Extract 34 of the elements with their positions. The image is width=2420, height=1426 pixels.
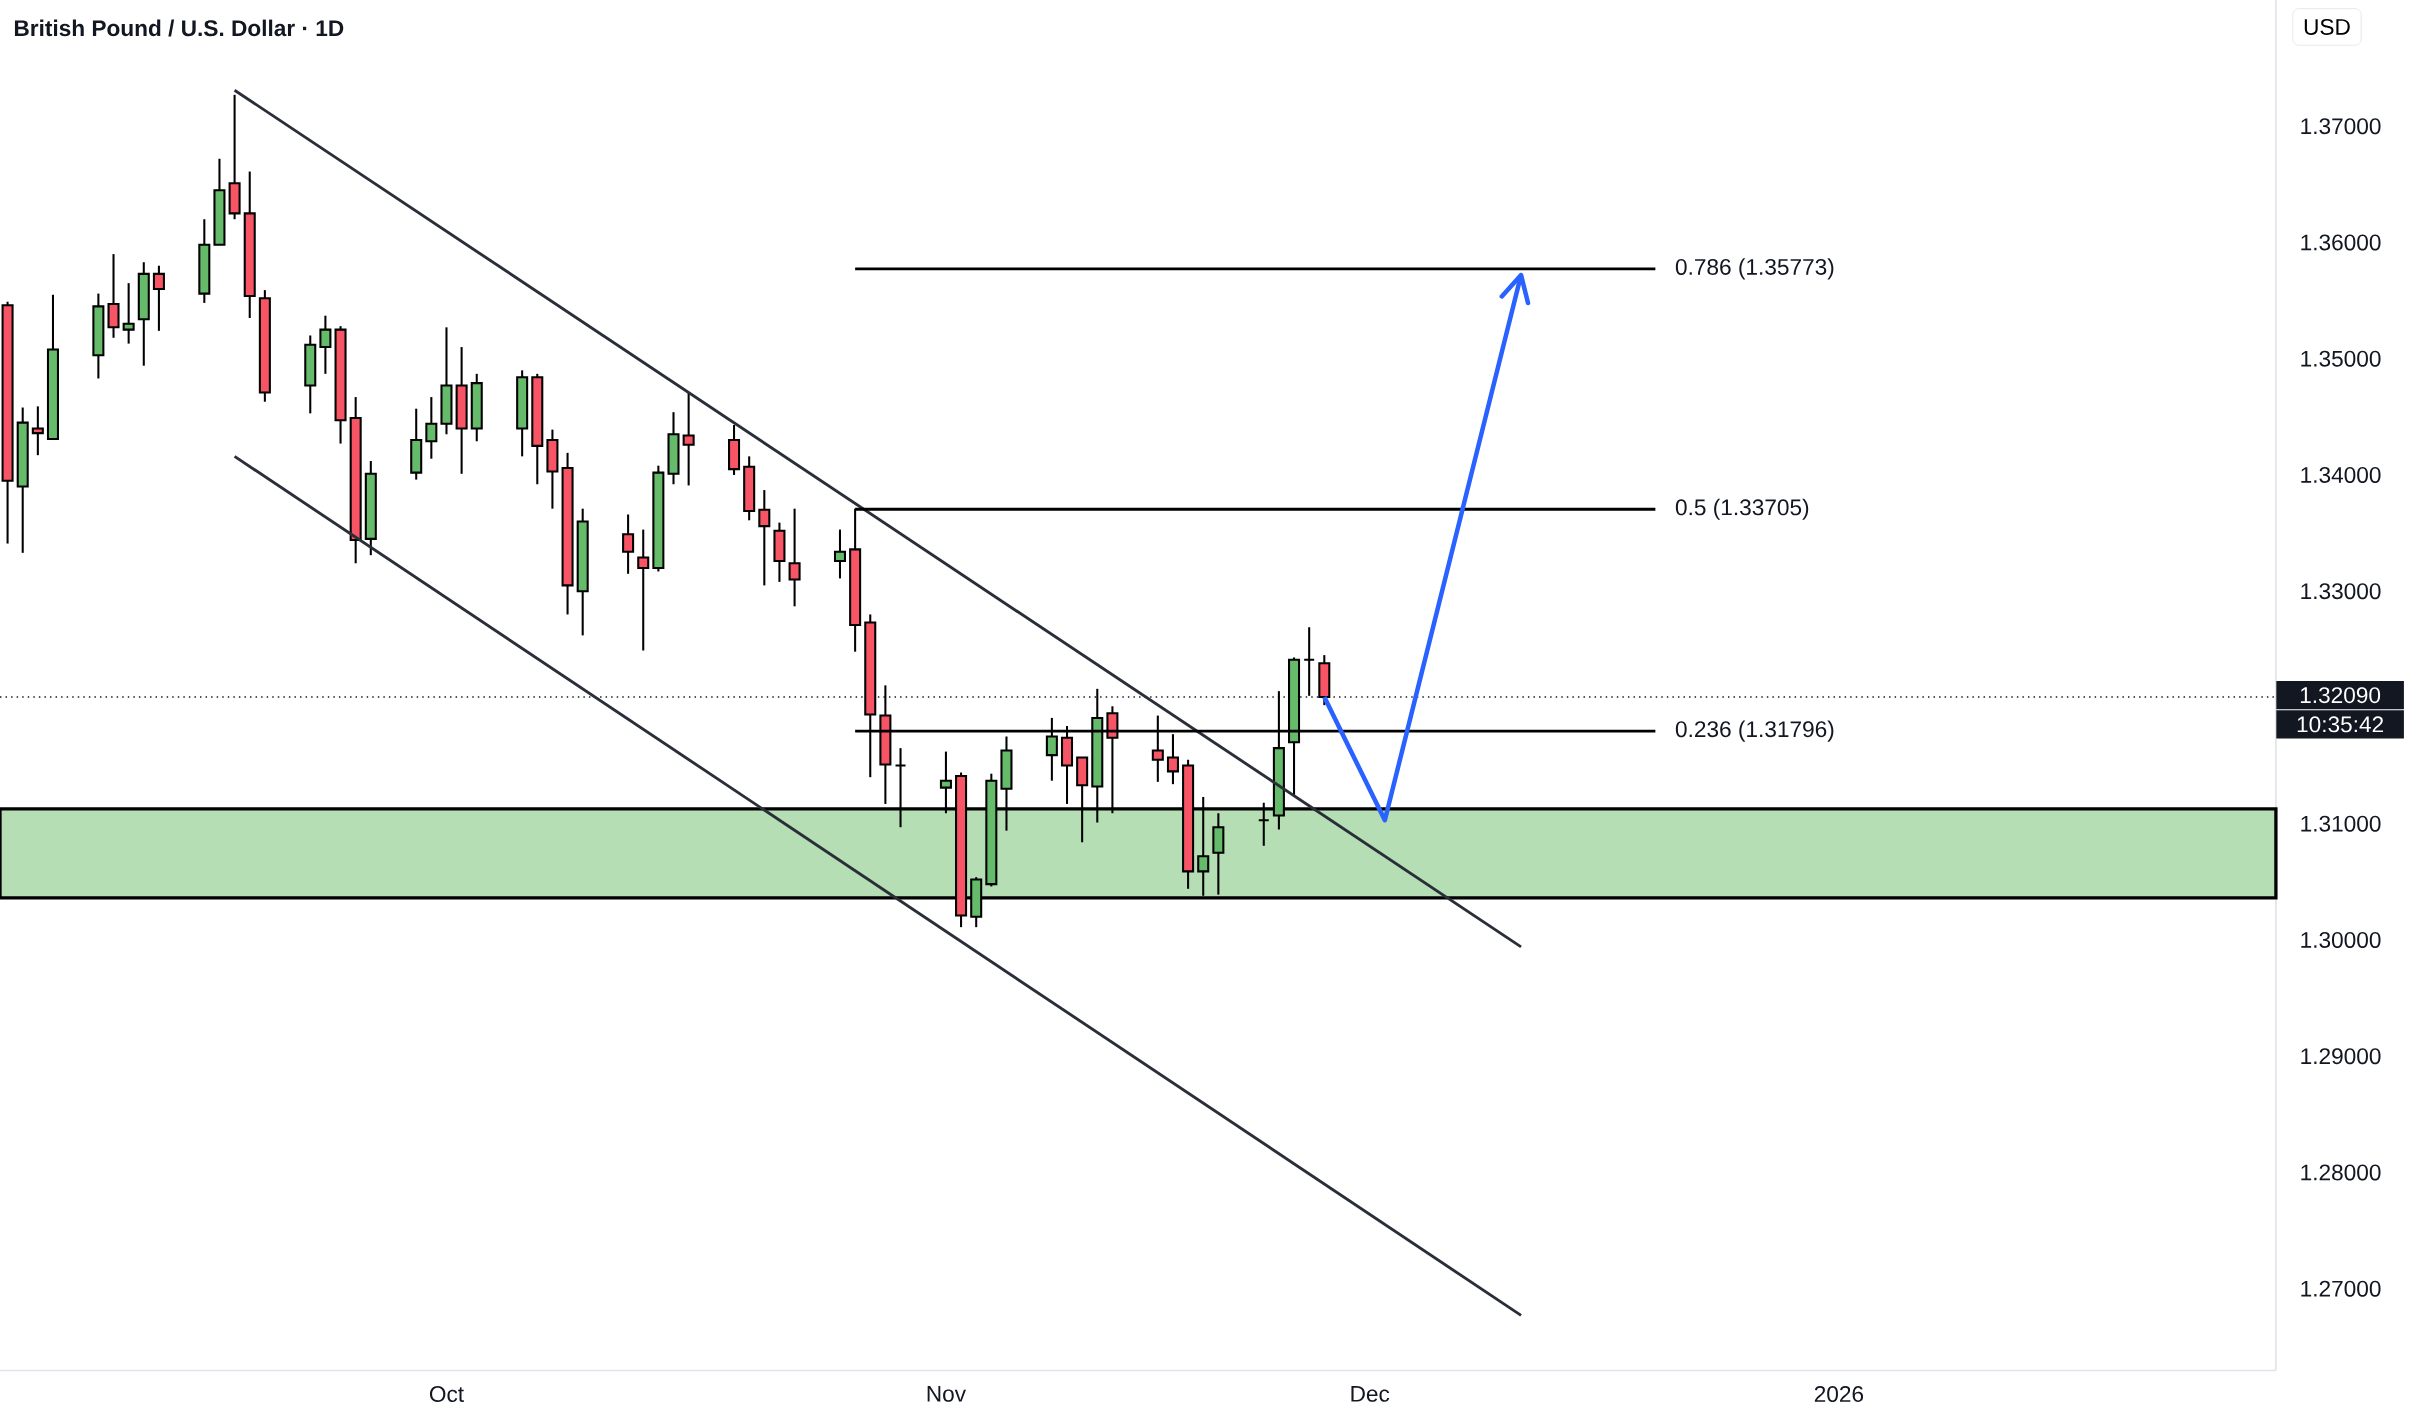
text: British Pound / U.S. Dollar · 1D	[14, 19, 344, 37]
x-tick-label: Dec	[1351, 1385, 1390, 1402]
text: USD	[2304, 18, 2350, 35]
x-tick-label: Oct	[429, 1386, 464, 1402]
candlestick	[107, 253, 120, 339]
y-tick-label: 1.37000	[2301, 118, 2381, 135]
text: 10:35:42	[2297, 716, 2384, 733]
y-tick-label: 1.34000	[2301, 466, 2381, 483]
x-tick-label: Nov	[927, 1385, 966, 1402]
series-label: 0.5 (1.33705)	[1675, 498, 1809, 520]
candlestick	[637, 528, 650, 652]
y-tick-label: 1.33000	[2301, 583, 2381, 600]
candlestick	[622, 513, 635, 575]
candlestick	[833, 528, 847, 580]
candlestick	[425, 396, 438, 460]
candlestick	[31, 405, 44, 457]
ref-line-label: 1.32090	[2300, 687, 2381, 704]
candlestick	[122, 282, 135, 345]
series-label: 0.786 (1.35773)	[1675, 258, 1834, 280]
y-tick-label: 1.36000	[2301, 234, 2381, 251]
y-tick-label: 1.31000	[2301, 815, 2381, 832]
y-tick-label: 1.35000	[2301, 350, 2381, 367]
x-tick-label: 2026	[1814, 1386, 1864, 1402]
candlestick	[319, 314, 332, 375]
y-tick-label: 1.27000	[2301, 1280, 2381, 1297]
candlestick	[1303, 626, 1316, 697]
candlestick	[788, 507, 801, 608]
y-tick-label: 1.30000	[2301, 931, 2381, 948]
candlestick	[152, 264, 165, 332]
y-tick-label: 1.29000	[2301, 1048, 2381, 1065]
series-label: 0.236 (1.31796)	[1675, 720, 1834, 742]
y-tick-label: 1.28000	[2301, 1164, 2381, 1181]
candlestick	[682, 391, 695, 487]
candlestick	[758, 489, 771, 587]
